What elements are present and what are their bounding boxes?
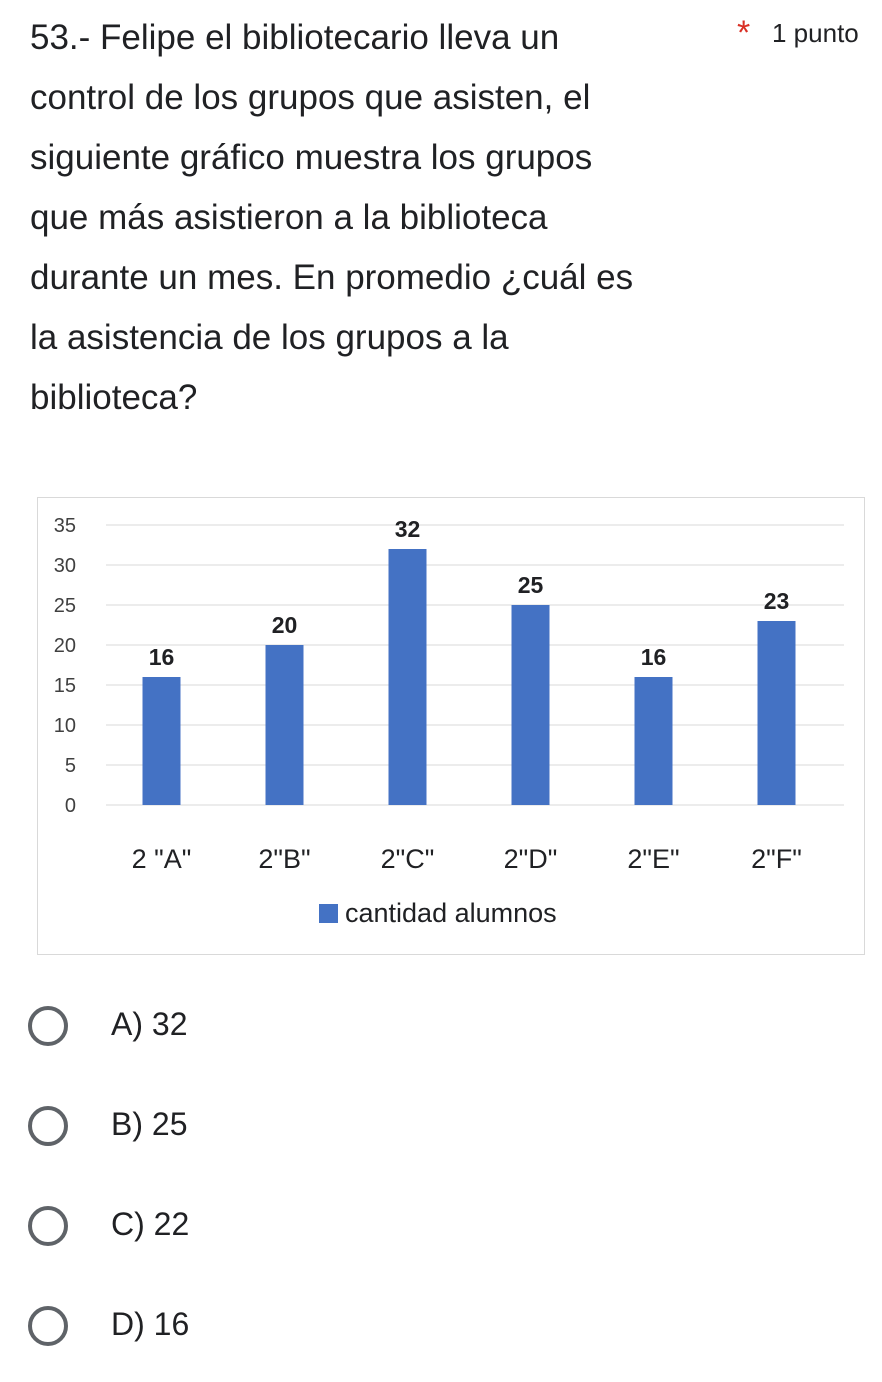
bar bbox=[265, 645, 304, 805]
x-tick-label: 2 "A" bbox=[132, 844, 192, 874]
radio-a-icon[interactable] bbox=[28, 1006, 68, 1046]
x-tick-label: 2"D" bbox=[504, 844, 558, 874]
question-text: 53.- Felipe el bibliotecario lleva un co… bbox=[30, 8, 730, 428]
bar bbox=[511, 605, 550, 805]
radio-c-icon[interactable] bbox=[28, 1206, 68, 1246]
x-tick-label: 2"C" bbox=[381, 844, 435, 874]
y-tick-label: 0 bbox=[65, 795, 76, 817]
question-line: durante un mes. En promedio ¿cuál es bbox=[30, 258, 634, 297]
option-a-label: A) 32 bbox=[111, 1006, 188, 1042]
data-label: 25 bbox=[518, 572, 544, 598]
chart-image: 0 5 10 15 20 25 30 35 16 2 "A" 20 2"B" 32 2"C" 25 2"D" 1… bbox=[37, 497, 865, 955]
option-d-label: D) 16 bbox=[111, 1306, 190, 1342]
y-tick-label: 20 bbox=[54, 635, 76, 657]
legend-swatch bbox=[319, 904, 338, 923]
option-a[interactable]: A) 32 bbox=[28, 1000, 428, 1060]
y-tick-label: 25 bbox=[54, 595, 76, 617]
bar-chart: 0 5 10 15 20 25 30 35 16 2 "A" 20 2"B" 32 2"C" 25 2"D" 1… bbox=[54, 515, 844, 928]
data-label: 32 bbox=[395, 516, 421, 542]
data-label: 16 bbox=[149, 644, 175, 670]
question-line: control de los grupos que asisten, el bbox=[30, 78, 591, 117]
x-tick-label: 2"B" bbox=[258, 844, 310, 874]
radio-d-icon[interactable] bbox=[28, 1306, 68, 1346]
y-tick-label: 15 bbox=[54, 675, 76, 697]
radio-b-icon[interactable] bbox=[28, 1106, 68, 1146]
bar bbox=[634, 677, 673, 805]
y-tick-label: 10 bbox=[54, 715, 76, 737]
option-c-label: C) 22 bbox=[111, 1206, 190, 1242]
data-label: 23 bbox=[764, 588, 790, 614]
y-tick-label: 5 bbox=[65, 755, 76, 777]
x-tick-label: 2"E" bbox=[627, 844, 679, 874]
question-line: la asistencia de los grupos a la bbox=[30, 318, 509, 357]
y-tick-label: 30 bbox=[54, 555, 76, 577]
option-b-label: B) 25 bbox=[111, 1106, 188, 1142]
legend-label: cantidad alumnos bbox=[345, 898, 557, 928]
bar bbox=[142, 677, 181, 805]
question-line: siguiente gráfico muestra los grupos bbox=[30, 138, 593, 177]
x-tick-label: 2"F" bbox=[751, 844, 802, 874]
option-b[interactable]: B) 25 bbox=[28, 1100, 428, 1160]
question-line: biblioteca? bbox=[30, 378, 198, 417]
data-label: 16 bbox=[641, 644, 667, 670]
y-tick-label: 35 bbox=[54, 515, 76, 537]
question-line: 53.- Felipe el bibliotecario lleva un bbox=[30, 18, 560, 57]
points-label: 1 punto bbox=[772, 18, 859, 48]
question-line: que más asistieron a la biblioteca bbox=[30, 198, 548, 237]
bar bbox=[388, 549, 427, 805]
option-c[interactable]: C) 22 bbox=[28, 1200, 428, 1260]
required-mark: * bbox=[737, 14, 751, 52]
option-d[interactable]: D) 16 bbox=[28, 1300, 428, 1360]
bar bbox=[757, 621, 796, 805]
data-label: 20 bbox=[272, 612, 298, 638]
